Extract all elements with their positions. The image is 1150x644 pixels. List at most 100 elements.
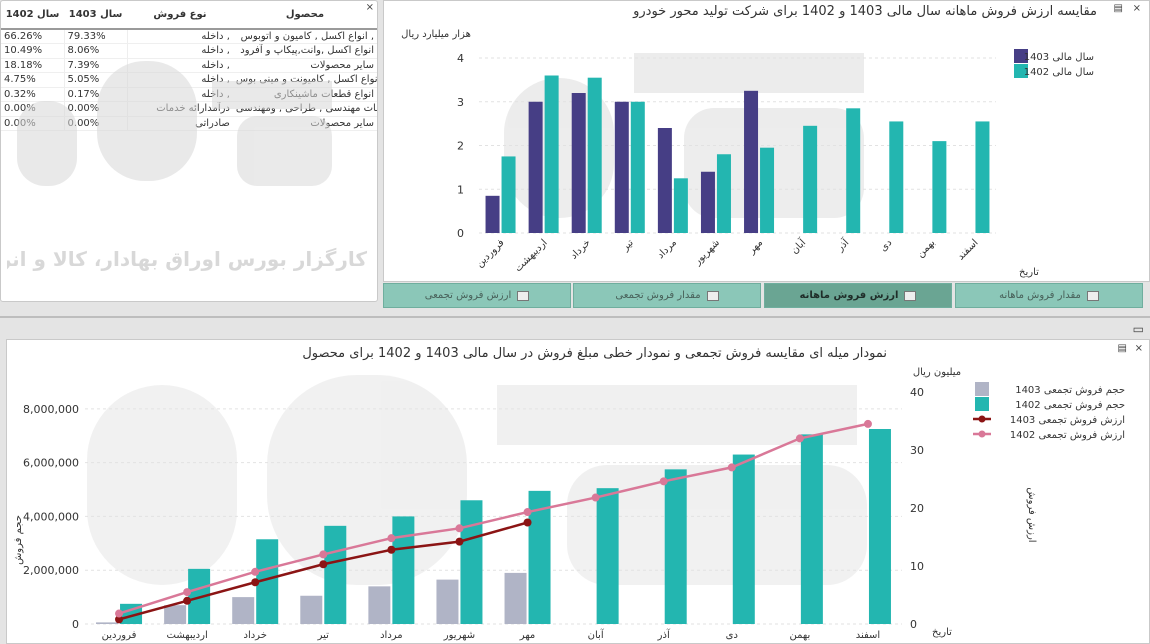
table-row[interactable]: 0.00%0.00%درآمدارائه خدماتخدمات مهندسی ,… bbox=[1, 101, 377, 117]
line-point bbox=[115, 615, 124, 624]
x-tick-label: اسفند bbox=[955, 237, 980, 262]
bar bbox=[460, 500, 483, 624]
sales-share-table-panel: ⨯ سال 1402 سال 1403 نوع فروش محصول 66.26… bbox=[0, 0, 378, 302]
legend-swatch bbox=[978, 430, 986, 438]
x-tick-label: اردیبهشت bbox=[167, 630, 208, 641]
clear-filter-icon[interactable]: ⨯ bbox=[365, 2, 374, 13]
tab-label: مقدار فروش تجمعی bbox=[615, 290, 701, 301]
cell-1403: 0.17% bbox=[64, 87, 128, 102]
bar bbox=[544, 75, 559, 233]
y2-tick-label: 40 bbox=[910, 386, 924, 399]
bar bbox=[673, 178, 688, 233]
x-tick-label: آبان bbox=[788, 235, 809, 256]
cell-sales-type: داخله , bbox=[127, 29, 233, 44]
watermark-logo bbox=[87, 375, 867, 585]
sales-share-table: سال 1402 سال 1403 نوع فروش محصول 66.26% 7… bbox=[1, 1, 377, 131]
line-point bbox=[727, 463, 736, 472]
y2-axis-label: ارزش فروش bbox=[1026, 487, 1037, 542]
export-icon[interactable]: ▤ bbox=[1117, 343, 1127, 354]
watermark-shape bbox=[267, 375, 467, 585]
line-chart-icon bbox=[706, 290, 719, 301]
maximize-icon[interactable]: ▭ bbox=[1132, 322, 1144, 336]
x-tick-label: فروردین bbox=[102, 630, 137, 641]
x-axis-label: تاریخ bbox=[1019, 267, 1039, 278]
tab-label: ارزش فروش ماهانه bbox=[799, 290, 899, 301]
bar bbox=[664, 469, 687, 624]
y-tick-label: 4 bbox=[457, 52, 464, 65]
cell-1402: 10.49% bbox=[1, 43, 65, 59]
bar bbox=[504, 572, 527, 624]
bar bbox=[700, 171, 715, 233]
legend-label: حجم فروش تجمعی 1403 bbox=[1015, 385, 1125, 396]
y-tick-label: 1 bbox=[457, 183, 464, 196]
x-tick-label: تیر bbox=[317, 630, 330, 641]
bar bbox=[614, 101, 629, 233]
bar bbox=[528, 101, 543, 233]
table-row[interactable]: 0.32% 0.17% داخله , انواع قطعات ماشینکاری bbox=[1, 87, 377, 102]
line-point bbox=[251, 578, 260, 587]
clear-filter-icon[interactable]: ⨯ bbox=[1134, 343, 1143, 354]
col-header-product[interactable]: محصول bbox=[232, 1, 377, 30]
col-header-1403[interactable]: سال 1403 bbox=[64, 1, 128, 30]
x-tick-label: بهمن bbox=[789, 630, 810, 641]
line-point bbox=[183, 588, 192, 597]
line-point bbox=[319, 560, 328, 569]
line-point bbox=[251, 567, 260, 576]
x-tick-label: آذر bbox=[833, 235, 852, 254]
line-point bbox=[183, 596, 192, 605]
tab-monthly-quantity[interactable]: مقدار فروش ماهانه bbox=[955, 283, 1143, 308]
x-tick-label: فروردین bbox=[474, 237, 507, 270]
x-tick-label: شهریور bbox=[443, 630, 475, 641]
bar bbox=[657, 128, 672, 233]
y2-tick-label: 0 bbox=[910, 618, 917, 631]
watermark-shape bbox=[634, 53, 864, 93]
cell-sales-type: درآمدارائه خدمات bbox=[127, 101, 233, 117]
x-axis-label: تاریخ bbox=[932, 627, 952, 638]
watermark-shape bbox=[87, 385, 237, 585]
bar bbox=[744, 90, 759, 233]
chart-tabs: مقدار فروش ماهانه ارزش فروش ماهانه مقدار… bbox=[383, 283, 1150, 308]
legend-swatch bbox=[978, 415, 986, 423]
y2-axis-unit-label: میلیون ریال bbox=[913, 367, 961, 378]
col-header-1402[interactable]: سال 1402 bbox=[1, 1, 65, 30]
tab-monthly-value[interactable]: ارزش فروش ماهانه bbox=[764, 283, 952, 308]
cell-1403: 7.39% bbox=[64, 58, 128, 73]
tab-cumulative-quantity[interactable]: مقدار فروش تجمعی bbox=[573, 283, 761, 308]
cell-1403: 8.06% bbox=[64, 43, 128, 59]
clear-filter-icon[interactable]: ⨯ bbox=[1132, 3, 1141, 14]
cell-product: سایر محصولات bbox=[232, 58, 377, 73]
table-row[interactable]: 66.26% 79.33% داخله , انواع اکسل , کامیون و… bbox=[1, 29, 377, 44]
legend-label: سال مالی 1403 bbox=[1024, 52, 1094, 63]
line-point bbox=[387, 545, 396, 554]
bar-chart-icon bbox=[904, 290, 917, 301]
bar bbox=[932, 141, 947, 233]
cell-sales-type: داخله , bbox=[127, 58, 233, 73]
watermark-shape bbox=[567, 465, 867, 585]
y-tick-label: 2 bbox=[457, 140, 464, 153]
table-row[interactable]: 0.00% 0.00% صادراتی سایر محصولات bbox=[1, 116, 377, 131]
watermark-tagline: کارگزار بورس اوراق بهادار، کالا و انرژی bbox=[7, 247, 367, 271]
y-axis-label: حجم فروش bbox=[13, 515, 24, 565]
bar bbox=[392, 516, 415, 624]
table-row[interactable]: 10.49% 8.06% داخله , انواع اکسل ,وانت,پیکاپ… bbox=[1, 43, 377, 59]
table-row[interactable]: 4.75%5.05%داخله ,انواع اکسل , کامیونت و … bbox=[1, 72, 377, 88]
bar bbox=[732, 454, 755, 624]
cell-1402: 0.00% bbox=[1, 116, 65, 131]
bar bbox=[485, 195, 500, 233]
tab-cumulative-value[interactable]: ارزش فروش تجمعی bbox=[383, 283, 571, 308]
line-point bbox=[115, 609, 124, 618]
col-header-sales-type[interactable]: نوع فروش bbox=[127, 1, 233, 30]
cumulative-sales-chart: 0 2,000,000 4,000,000 6,000,000 8,000,000 0 10… bbox=[13, 367, 1125, 641]
cell-sales-type: داخله , bbox=[127, 72, 233, 88]
bar-chart-icon bbox=[1086, 290, 1099, 301]
bar bbox=[501, 156, 516, 233]
table-row[interactable]: 18.18% 7.39% داخله , سایر محصولات bbox=[1, 58, 377, 73]
bar bbox=[846, 108, 861, 233]
cell-sales-type: داخله , bbox=[127, 43, 233, 59]
cell-product: انواع اکسل , کامیونت و مینی بوس , bbox=[232, 72, 377, 88]
line-point bbox=[591, 493, 600, 502]
export-icon[interactable]: ▤ bbox=[1113, 3, 1123, 14]
x-tick-label: تیر bbox=[619, 237, 636, 254]
line-point bbox=[863, 419, 872, 428]
y2-tick-label: 30 bbox=[910, 444, 924, 457]
